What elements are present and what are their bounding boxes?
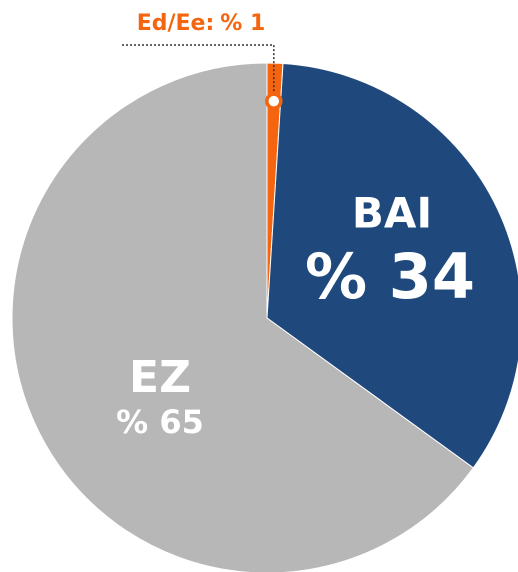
- slice-label: Ed/Ee:% 1: [137, 11, 266, 36]
- value-label: % 1: [220, 11, 265, 36]
- category-label: Ed/Ee:: [137, 11, 215, 36]
- value-label: % 34: [305, 240, 475, 313]
- category-label: EZ: [129, 352, 191, 403]
- leader-line: [122, 44, 275, 102]
- pie-slice: [266, 62, 518, 469]
- pie-slice: [11, 62, 474, 572]
- category-label: BAI: [352, 189, 432, 238]
- leader-dot: [265, 92, 283, 110]
- value-label: % 65: [116, 403, 204, 441]
